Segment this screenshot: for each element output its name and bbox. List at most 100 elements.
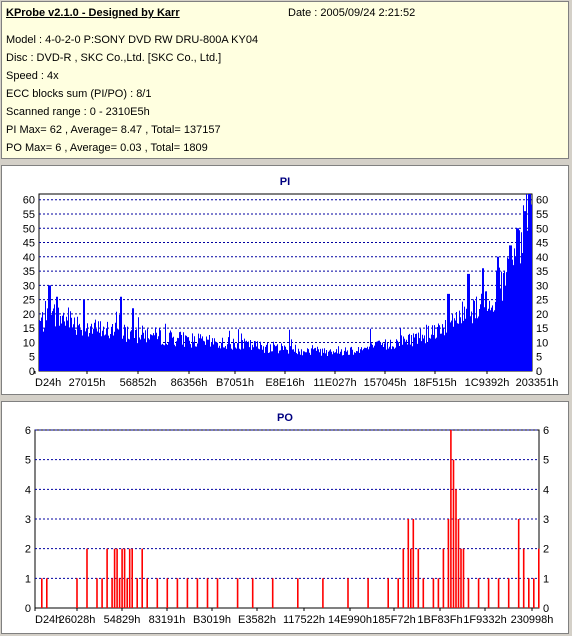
po-bar <box>422 578 425 608</box>
po-bar <box>186 578 189 608</box>
po-y-tick-label-left: 3 <box>25 514 31 526</box>
pi-y-tick-label-right: 10 <box>536 337 548 349</box>
po-bar <box>136 578 138 608</box>
po-bar <box>118 578 121 608</box>
po-bar <box>347 578 349 608</box>
pi-y-tick-label-left: 0 <box>29 366 35 378</box>
po-bar <box>46 578 48 608</box>
po-y-tick-label-left: 2 <box>25 544 31 556</box>
pi-y-tick-label-right: 45 <box>536 238 548 250</box>
pi-x-tick-label: B7051h <box>216 377 254 389</box>
po-bar <box>402 548 405 608</box>
po-bar <box>196 578 199 608</box>
po-bar <box>477 578 480 608</box>
scan-date: Date : 2005/09/24 2:21:52 <box>288 7 416 19</box>
pi-x-tick-label: 203351h <box>516 377 559 389</box>
po-bar <box>121 548 123 608</box>
po-bar <box>251 578 254 608</box>
pi-y-tick-label-left: 40 <box>23 252 35 264</box>
pi-y-tick-label-left: 5 <box>29 352 35 364</box>
disc-line: Disc : DVD-R , SKC Co.,Ltd. [SKC Co., Lt… <box>6 52 222 64</box>
po-x-tick-label: D24h <box>35 614 61 626</box>
pi-y-tick-label-left: 25 <box>23 295 35 307</box>
po-bar <box>487 578 490 608</box>
po-bar <box>457 519 460 608</box>
po-x-tick-label: 230998h <box>511 614 554 626</box>
po-bar <box>460 548 462 608</box>
po-y-tick-label-left: 1 <box>25 573 31 585</box>
po-bar <box>236 578 239 608</box>
pi-y-tick-label-left: 50 <box>23 223 35 235</box>
po-x-tick-label: 185F72h <box>372 614 415 626</box>
po-bar <box>462 548 465 608</box>
pi-x-tick-label: 11E027h <box>313 377 356 389</box>
po-x-tick-label: 26028h <box>59 614 96 626</box>
po-bar <box>538 548 540 608</box>
po-bar <box>447 519 450 608</box>
po-bar <box>141 548 143 608</box>
info-panel: KProbe v2.1.0 - Designed by Karr Date : … <box>1 1 569 159</box>
pi-x-tick-label: 157045h <box>364 377 407 389</box>
pi-y-tick-label-right: 25 <box>536 295 548 307</box>
pi-y-tick-label-right: 40 <box>536 252 548 264</box>
po-bar <box>410 548 412 608</box>
po-bar <box>533 578 535 608</box>
po-bar <box>407 519 410 608</box>
po-bar <box>450 430 452 608</box>
pi-y-tick-label-left: 10 <box>23 337 35 349</box>
po-x-tick-label: 1BF83Fh <box>417 614 462 626</box>
po-x-tick-label: 83191h <box>149 614 186 626</box>
po-bar <box>442 548 445 608</box>
po-bar <box>96 578 98 608</box>
po-y-tick-label-right: 3 <box>543 514 549 526</box>
pi-x-tick-label: 18F515h <box>413 377 456 389</box>
po-y-tick-label-right: 6 <box>543 425 549 437</box>
po-bar <box>322 578 324 608</box>
po-y-tick-label-left: 0 <box>25 603 31 615</box>
po-bar <box>131 548 133 608</box>
po-bar <box>452 459 455 608</box>
po-bar <box>206 578 209 608</box>
po-y-tick-label-right: 5 <box>543 455 549 467</box>
speed-line: Speed : 4x <box>6 70 59 82</box>
po-bar <box>113 548 116 608</box>
po-bar <box>123 548 126 608</box>
po-bar <box>106 548 108 608</box>
po-bar <box>41 578 43 608</box>
po-x-tick-label: 14E990h <box>328 614 372 626</box>
po-bar <box>101 578 103 608</box>
po-bar <box>76 578 78 608</box>
po-bar <box>156 578 159 608</box>
pi-chart-title: PI <box>279 176 291 188</box>
po-x-tick-label: B3019h <box>193 614 231 626</box>
pi-y-tick-label-right: 50 <box>536 223 548 235</box>
po-bar <box>297 578 299 608</box>
pi-y-tick-label-right: 60 <box>536 195 548 207</box>
pi-y-tick-label-left: 45 <box>23 238 35 250</box>
po-bar <box>111 578 113 608</box>
po-bar <box>528 578 530 608</box>
po-y-tick-label-right: 2 <box>543 544 549 556</box>
pi-x-tick-label: 86356h <box>171 377 208 389</box>
po-bar <box>128 548 131 608</box>
pi-y-tick-label-right: 55 <box>536 209 548 221</box>
pi-x-tick-label: 56852h <box>120 377 157 389</box>
po-bar <box>432 578 435 608</box>
po-bar <box>86 548 88 608</box>
model-line: Model : 4-0-2-0 P:SONY DVD RW DRU-800A K… <box>6 34 259 46</box>
pi-x-tick-label: E8E16h <box>265 377 304 389</box>
po-x-tick-label: 1F9332h <box>463 614 506 626</box>
po-y-tick-label-right: 4 <box>543 484 549 496</box>
po-y-tick-label-right: 1 <box>543 573 549 585</box>
po-bar <box>367 578 369 608</box>
po-chart-title: PO <box>277 412 293 424</box>
po-bar <box>126 578 128 608</box>
po-bar <box>176 578 179 608</box>
po-bar <box>417 548 420 608</box>
po-y-tick-label-left: 5 <box>25 455 31 467</box>
po-bar <box>522 548 525 608</box>
pi-y-tick-label-left: 60 <box>23 195 35 207</box>
pi-y-tick-label-right: 5 <box>536 352 542 364</box>
